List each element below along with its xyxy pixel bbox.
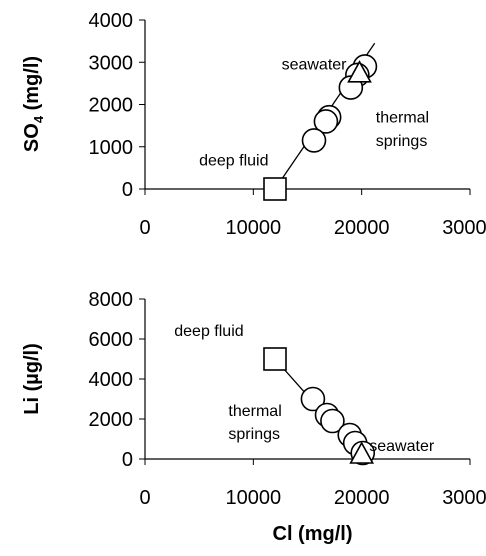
- x-axis-label: Cl (mg/l): [273, 523, 353, 545]
- x-tick-label: 0: [139, 217, 150, 239]
- annotation-label: deep fluid: [174, 323, 243, 340]
- x-tick-label: 20000: [334, 487, 390, 509]
- y-tick-label: 3000: [89, 52, 134, 74]
- annotation-label: springs: [228, 426, 280, 443]
- seawater-point: [349, 441, 375, 464]
- y-tick-label: 4000: [89, 369, 134, 391]
- seawater-point: [347, 60, 372, 83]
- x-tick-label: 10000: [226, 487, 282, 509]
- annotation-label: thermal: [376, 110, 429, 127]
- x-tick-label: 0: [139, 487, 150, 509]
- y-tick-label: 8000: [89, 289, 134, 311]
- y-tick-label: 6000: [89, 329, 134, 351]
- thermal-spring-point: [300, 386, 326, 412]
- x-tick-label: 30000: [442, 487, 486, 509]
- x-tick-label: 10000: [226, 217, 282, 239]
- thermal-spring-point: [301, 128, 327, 153]
- chart-2: 0 2000 4000 6000 8000 0 10000 20000 30000 Li (µg/…: [21, 289, 486, 545]
- annotation-label: thermal: [228, 403, 281, 420]
- thermal-spring-point: [320, 408, 345, 434]
- y-axis-label: SO4 (mg/l): [21, 56, 46, 152]
- x-tick-label: 20000: [334, 217, 390, 239]
- x-tick-label: 30000: [442, 217, 486, 239]
- chart-1: 0 1000 2000 3000 4000 0 10000 20000 30000 SO4 (mg…: [21, 10, 486, 239]
- annotation-label: deep fluid: [199, 152, 268, 169]
- y-tick-label: 2000: [89, 95, 134, 117]
- y-axis-label: Li (µg/l): [21, 343, 43, 415]
- thermal-spring-point: [313, 109, 339, 134]
- y-tick-label: 1000: [89, 137, 134, 159]
- y-tick-label: 2000: [89, 409, 134, 431]
- annotation-label: springs: [376, 133, 428, 150]
- deep-fluid-point: [263, 347, 287, 371]
- annotation-label: seawater: [369, 438, 435, 455]
- annotation-label: seawater: [282, 56, 348, 73]
- y-tick-label: 0: [122, 449, 133, 471]
- y-tick-label: 0: [122, 179, 133, 201]
- deep-fluid-point: [263, 177, 287, 201]
- y-tick-label: 4000: [89, 10, 134, 32]
